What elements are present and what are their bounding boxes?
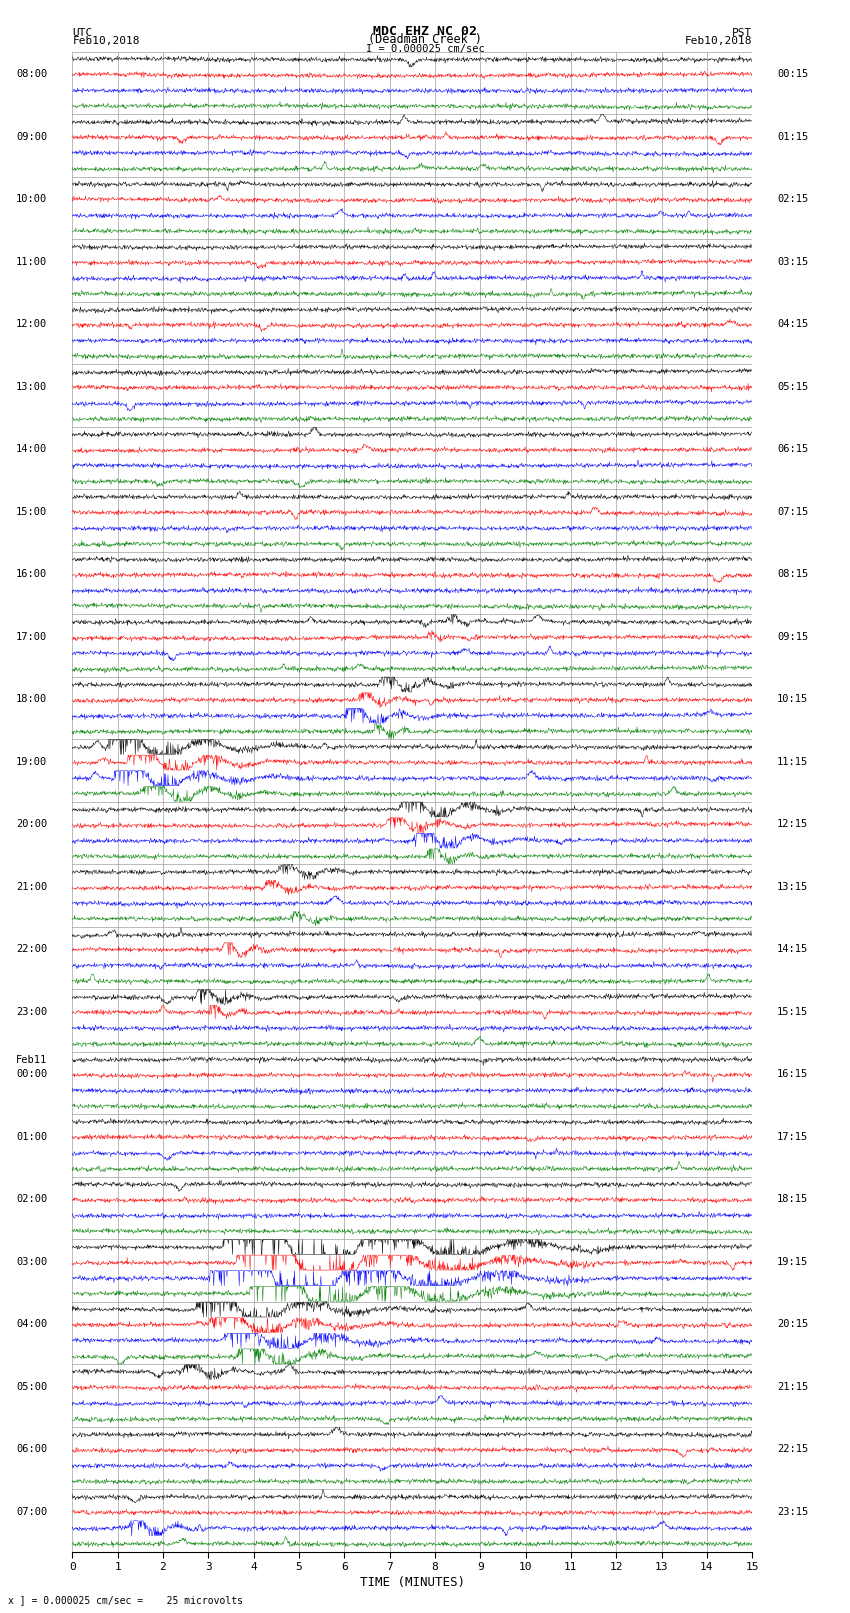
Text: 18:00: 18:00 [16, 694, 48, 705]
Text: 20:00: 20:00 [16, 819, 48, 829]
Text: 14:15: 14:15 [777, 944, 808, 955]
Text: 16:15: 16:15 [777, 1069, 808, 1079]
Text: 06:00: 06:00 [16, 1444, 48, 1455]
Text: 23:00: 23:00 [16, 1007, 48, 1016]
Text: 03:00: 03:00 [16, 1257, 48, 1266]
Text: 21:15: 21:15 [777, 1382, 808, 1392]
Text: 22:00: 22:00 [16, 944, 48, 955]
Text: 12:15: 12:15 [777, 819, 808, 829]
Text: x ] = 0.000025 cm/sec =    25 microvolts: x ] = 0.000025 cm/sec = 25 microvolts [8, 1595, 243, 1605]
Text: 07:15: 07:15 [777, 506, 808, 516]
Text: 15:00: 15:00 [16, 506, 48, 516]
Text: 05:15: 05:15 [777, 382, 808, 392]
Text: 01:15: 01:15 [777, 132, 808, 142]
Text: 11:15: 11:15 [777, 756, 808, 766]
Text: 02:15: 02:15 [777, 194, 808, 205]
Text: 07:00: 07:00 [16, 1507, 48, 1516]
Text: Feb10,2018: Feb10,2018 [685, 35, 752, 45]
Text: PST: PST [732, 27, 752, 37]
Text: 01:00: 01:00 [16, 1132, 48, 1142]
Text: MDC EHZ NC 02: MDC EHZ NC 02 [373, 24, 477, 37]
Text: 21:00: 21:00 [16, 882, 48, 892]
Text: 17:15: 17:15 [777, 1132, 808, 1142]
Text: Feb11: Feb11 [16, 1055, 48, 1065]
Text: 00:15: 00:15 [777, 69, 808, 79]
Text: 13:00: 13:00 [16, 382, 48, 392]
Text: 14:00: 14:00 [16, 444, 48, 455]
Text: 12:00: 12:00 [16, 319, 48, 329]
Text: 18:15: 18:15 [777, 1194, 808, 1205]
Text: UTC: UTC [72, 27, 93, 37]
Text: 17:00: 17:00 [16, 632, 48, 642]
Text: 10:00: 10:00 [16, 194, 48, 205]
Text: 08:15: 08:15 [777, 569, 808, 579]
X-axis label: TIME (MINUTES): TIME (MINUTES) [360, 1576, 465, 1589]
Text: (Deadman Creek ): (Deadman Creek ) [368, 32, 482, 45]
Text: 06:15: 06:15 [777, 444, 808, 455]
Text: 04:15: 04:15 [777, 319, 808, 329]
Text: 11:00: 11:00 [16, 256, 48, 266]
Text: 08:00: 08:00 [16, 69, 48, 79]
Text: 02:00: 02:00 [16, 1194, 48, 1205]
Text: 10:15: 10:15 [777, 694, 808, 705]
Text: Feb10,2018: Feb10,2018 [72, 35, 139, 45]
Text: I = 0.000025 cm/sec: I = 0.000025 cm/sec [366, 44, 484, 53]
Text: 15:15: 15:15 [777, 1007, 808, 1016]
Text: 04:00: 04:00 [16, 1319, 48, 1329]
Text: 23:15: 23:15 [777, 1507, 808, 1516]
Text: 19:00: 19:00 [16, 756, 48, 766]
Text: 05:00: 05:00 [16, 1382, 48, 1392]
Text: 09:00: 09:00 [16, 132, 48, 142]
Text: 16:00: 16:00 [16, 569, 48, 579]
Text: 00:00: 00:00 [16, 1069, 48, 1079]
Text: 13:15: 13:15 [777, 882, 808, 892]
Text: 20:15: 20:15 [777, 1319, 808, 1329]
Text: 09:15: 09:15 [777, 632, 808, 642]
Text: 22:15: 22:15 [777, 1444, 808, 1455]
Text: 19:15: 19:15 [777, 1257, 808, 1266]
Text: 03:15: 03:15 [777, 256, 808, 266]
